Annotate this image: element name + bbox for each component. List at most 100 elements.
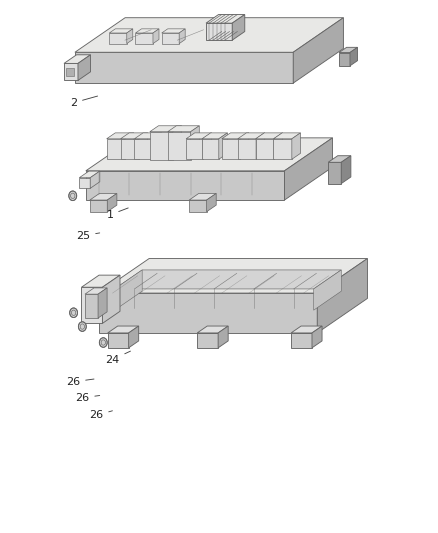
Polygon shape (110, 29, 133, 33)
Polygon shape (292, 133, 300, 159)
Polygon shape (341, 156, 351, 183)
Polygon shape (129, 326, 139, 348)
Circle shape (99, 338, 107, 348)
Polygon shape (106, 133, 134, 139)
Polygon shape (162, 29, 185, 33)
Polygon shape (191, 126, 199, 159)
Polygon shape (162, 33, 179, 44)
Polygon shape (90, 193, 117, 200)
Text: 2: 2 (70, 96, 98, 108)
Polygon shape (134, 133, 162, 139)
Polygon shape (75, 18, 343, 52)
Polygon shape (202, 133, 227, 139)
Polygon shape (153, 29, 159, 44)
Polygon shape (99, 293, 317, 333)
Polygon shape (81, 275, 120, 287)
Text: 24: 24 (105, 351, 131, 365)
Polygon shape (285, 138, 332, 200)
Polygon shape (219, 133, 227, 159)
Text: 1: 1 (106, 208, 128, 220)
Polygon shape (85, 288, 107, 294)
Polygon shape (110, 33, 127, 44)
Polygon shape (99, 259, 367, 293)
Polygon shape (179, 29, 185, 44)
Polygon shape (317, 259, 367, 333)
Polygon shape (339, 47, 357, 53)
Polygon shape (150, 126, 181, 132)
Polygon shape (274, 133, 283, 159)
Polygon shape (173, 126, 181, 159)
Polygon shape (197, 333, 218, 348)
Polygon shape (256, 133, 283, 139)
Polygon shape (106, 139, 125, 159)
Polygon shape (134, 139, 153, 159)
Polygon shape (86, 171, 285, 200)
Polygon shape (203, 133, 212, 159)
Polygon shape (328, 156, 351, 163)
Polygon shape (64, 55, 91, 63)
Polygon shape (168, 132, 191, 159)
Polygon shape (90, 200, 107, 212)
Polygon shape (120, 133, 148, 139)
Polygon shape (273, 133, 300, 139)
Polygon shape (102, 275, 120, 324)
Polygon shape (202, 139, 219, 159)
Polygon shape (189, 193, 216, 200)
Polygon shape (115, 270, 341, 289)
Circle shape (70, 308, 78, 318)
Polygon shape (125, 133, 134, 159)
Polygon shape (189, 200, 207, 212)
Polygon shape (207, 193, 216, 212)
Polygon shape (108, 333, 129, 348)
Polygon shape (64, 63, 78, 80)
Polygon shape (79, 177, 90, 188)
Polygon shape (206, 23, 232, 40)
Polygon shape (206, 14, 245, 23)
Text: 26: 26 (66, 377, 94, 387)
Polygon shape (78, 55, 91, 80)
Polygon shape (139, 133, 148, 159)
Polygon shape (168, 126, 199, 132)
Polygon shape (115, 270, 142, 310)
Circle shape (69, 191, 77, 200)
Polygon shape (186, 133, 212, 139)
Polygon shape (90, 171, 100, 188)
Polygon shape (85, 294, 98, 318)
Polygon shape (291, 326, 322, 333)
Polygon shape (135, 33, 153, 44)
Polygon shape (238, 133, 265, 139)
Polygon shape (291, 333, 312, 348)
Text: 26: 26 (89, 410, 113, 421)
Polygon shape (314, 270, 341, 310)
Circle shape (78, 322, 86, 332)
Polygon shape (127, 29, 133, 44)
Polygon shape (86, 138, 332, 171)
Polygon shape (273, 139, 292, 159)
Polygon shape (238, 139, 256, 159)
Polygon shape (328, 163, 341, 183)
Polygon shape (222, 133, 249, 139)
Polygon shape (186, 139, 203, 159)
Polygon shape (79, 171, 100, 177)
Polygon shape (107, 193, 117, 212)
Polygon shape (312, 326, 322, 348)
Polygon shape (232, 14, 245, 40)
Polygon shape (153, 133, 162, 159)
Polygon shape (350, 47, 357, 66)
Polygon shape (81, 287, 102, 324)
Polygon shape (98, 288, 107, 318)
Polygon shape (339, 53, 350, 66)
Polygon shape (150, 132, 173, 159)
Polygon shape (75, 52, 293, 83)
Polygon shape (120, 139, 139, 159)
Polygon shape (293, 18, 343, 83)
Text: 26: 26 (75, 393, 100, 403)
Text: 25: 25 (76, 231, 100, 241)
Polygon shape (197, 326, 228, 333)
Polygon shape (135, 29, 159, 33)
Polygon shape (256, 133, 265, 159)
Polygon shape (218, 326, 228, 348)
Polygon shape (222, 139, 240, 159)
Polygon shape (240, 133, 249, 159)
Polygon shape (66, 68, 74, 76)
